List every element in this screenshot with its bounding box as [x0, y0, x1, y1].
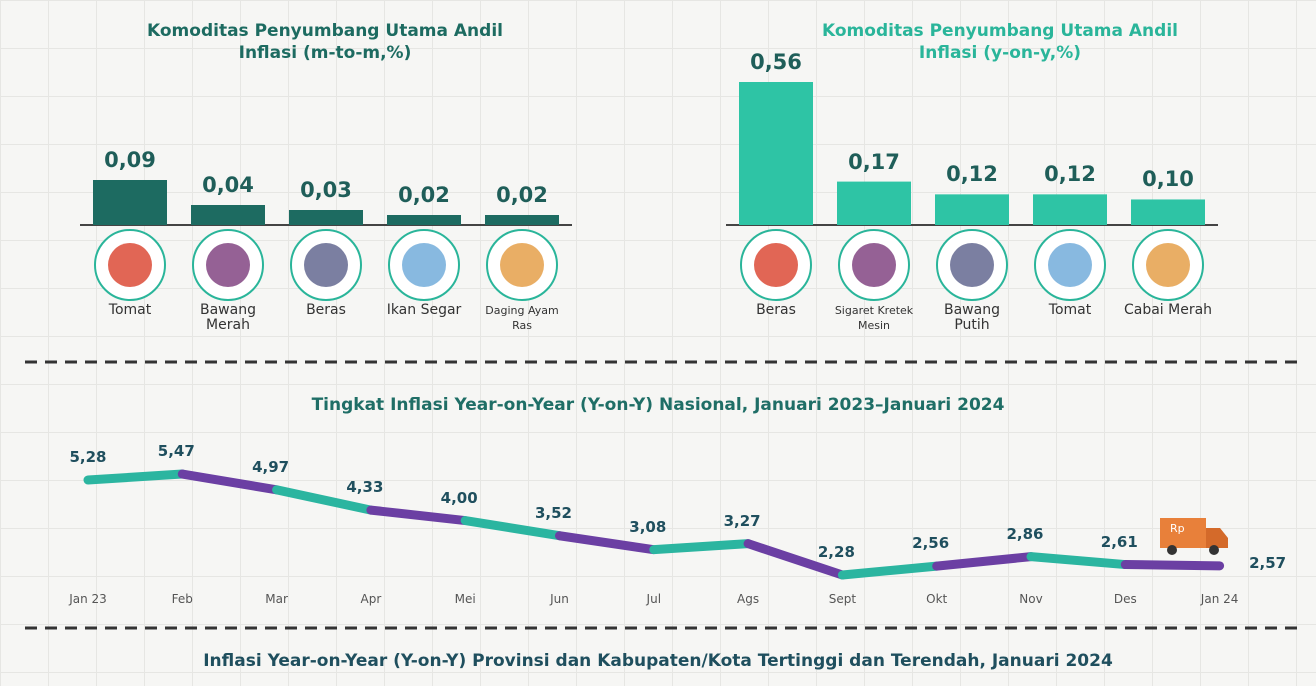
category-label: Daging Ayam Ras	[485, 304, 559, 332]
value-label: 0,12	[946, 162, 998, 187]
category-label: Bawang Merah	[200, 302, 256, 333]
bar	[1033, 194, 1107, 225]
icon-fill	[1048, 243, 1092, 287]
bar	[837, 181, 911, 225]
category-label: Sigaret Kretek Mesin	[834, 304, 914, 332]
bar	[935, 194, 1009, 225]
x-tick-label: Jan 24	[1200, 592, 1239, 606]
line-segment	[649, 539, 753, 555]
chart-title: Komoditas Penyumbang Utama Andil Inflasi…	[822, 21, 1178, 63]
value-label: 2,61	[1100, 532, 1138, 551]
category-label: Beras	[756, 302, 796, 318]
bar	[93, 180, 167, 225]
icon-fill	[950, 243, 994, 287]
line-segment	[932, 552, 1036, 571]
x-tick-label: Jul	[646, 592, 662, 606]
value-label: 2,86	[1006, 524, 1044, 543]
line-segment	[1120, 560, 1225, 571]
bar	[289, 210, 363, 225]
category-label: Cabai Merah	[1123, 302, 1213, 318]
value-label: 4,00	[440, 488, 478, 507]
x-tick-label: Nov	[1019, 592, 1043, 606]
bar	[191, 205, 265, 225]
category-label: Bawang Putih	[944, 302, 1000, 333]
value-label: 0,02	[496, 183, 548, 207]
bar	[485, 215, 559, 225]
value-label: 5,28	[69, 448, 107, 467]
line-segment	[460, 516, 564, 541]
icon-fill	[402, 243, 446, 287]
x-tick-label: Apr	[360, 592, 382, 606]
line-segment	[366, 505, 470, 526]
chart-title: Komoditas Penyumbang Utama Andil Inflasi…	[147, 21, 503, 63]
value-label: 5,47	[157, 442, 195, 460]
line-segment	[83, 469, 187, 485]
footer-title: Inflasi Year-on-Year (Y-on-Y) Provinsi d…	[203, 651, 1113, 671]
x-tick-label: Des	[1113, 592, 1137, 606]
icon-fill	[852, 243, 896, 287]
icon-fill	[500, 243, 544, 287]
line-segment	[177, 469, 282, 495]
line-segment	[743, 539, 847, 580]
icon-fill	[108, 243, 152, 287]
icon-fill	[754, 243, 798, 287]
category-label: Beras	[306, 302, 346, 318]
line-segment	[272, 485, 376, 515]
value-label: 4,97	[252, 457, 290, 476]
value-label: 3,52	[534, 503, 572, 522]
line-segment	[1026, 552, 1130, 570]
category-label: Tomat	[108, 302, 152, 318]
chart-title: Tingkat Inflasi Year-on-Year (Y-on-Y) Na…	[311, 395, 1005, 415]
value-label: 0,04	[202, 173, 254, 197]
value-label: 0,02	[398, 183, 450, 207]
line-segment	[837, 561, 942, 580]
line-segment	[555, 531, 659, 555]
x-tick-label: Jun	[550, 592, 569, 606]
value-label: 0,12	[1044, 162, 1096, 187]
x-tick-label: Okt	[926, 592, 948, 606]
icon-fill	[304, 243, 348, 287]
x-tick-label: Mar	[265, 592, 288, 606]
value-label: 2,28	[817, 543, 855, 561]
x-tick-label: Jan 23	[69, 592, 107, 606]
category-label: Tomat	[1048, 302, 1092, 318]
truck-icon: Rp	[1160, 518, 1228, 555]
bar	[739, 82, 813, 225]
value-label: 0,17	[848, 149, 900, 174]
category-label: Ikan Segar	[386, 302, 462, 318]
value-label: 4,33	[346, 478, 384, 497]
x-tick-label: Feb	[171, 592, 193, 606]
bar	[387, 215, 461, 225]
value-label: 0,10	[1142, 167, 1194, 192]
value-label: 2,56	[912, 534, 950, 553]
value-label: 2,57	[1249, 553, 1287, 572]
bar	[1131, 199, 1205, 225]
icon-fill	[206, 243, 250, 287]
value-label: 0,03	[300, 178, 352, 202]
svg-text:Rp: Rp	[1170, 522, 1185, 535]
value-label: 3,27	[723, 511, 761, 530]
value-label: 0,56	[750, 50, 802, 74]
x-tick-label: Sept	[828, 592, 857, 606]
value-label: 0,09	[104, 148, 156, 172]
x-tick-label: Ags	[737, 592, 760, 606]
value-label: 3,08	[629, 517, 667, 536]
x-tick-label: Mei	[454, 592, 476, 606]
icon-fill	[1146, 243, 1190, 287]
